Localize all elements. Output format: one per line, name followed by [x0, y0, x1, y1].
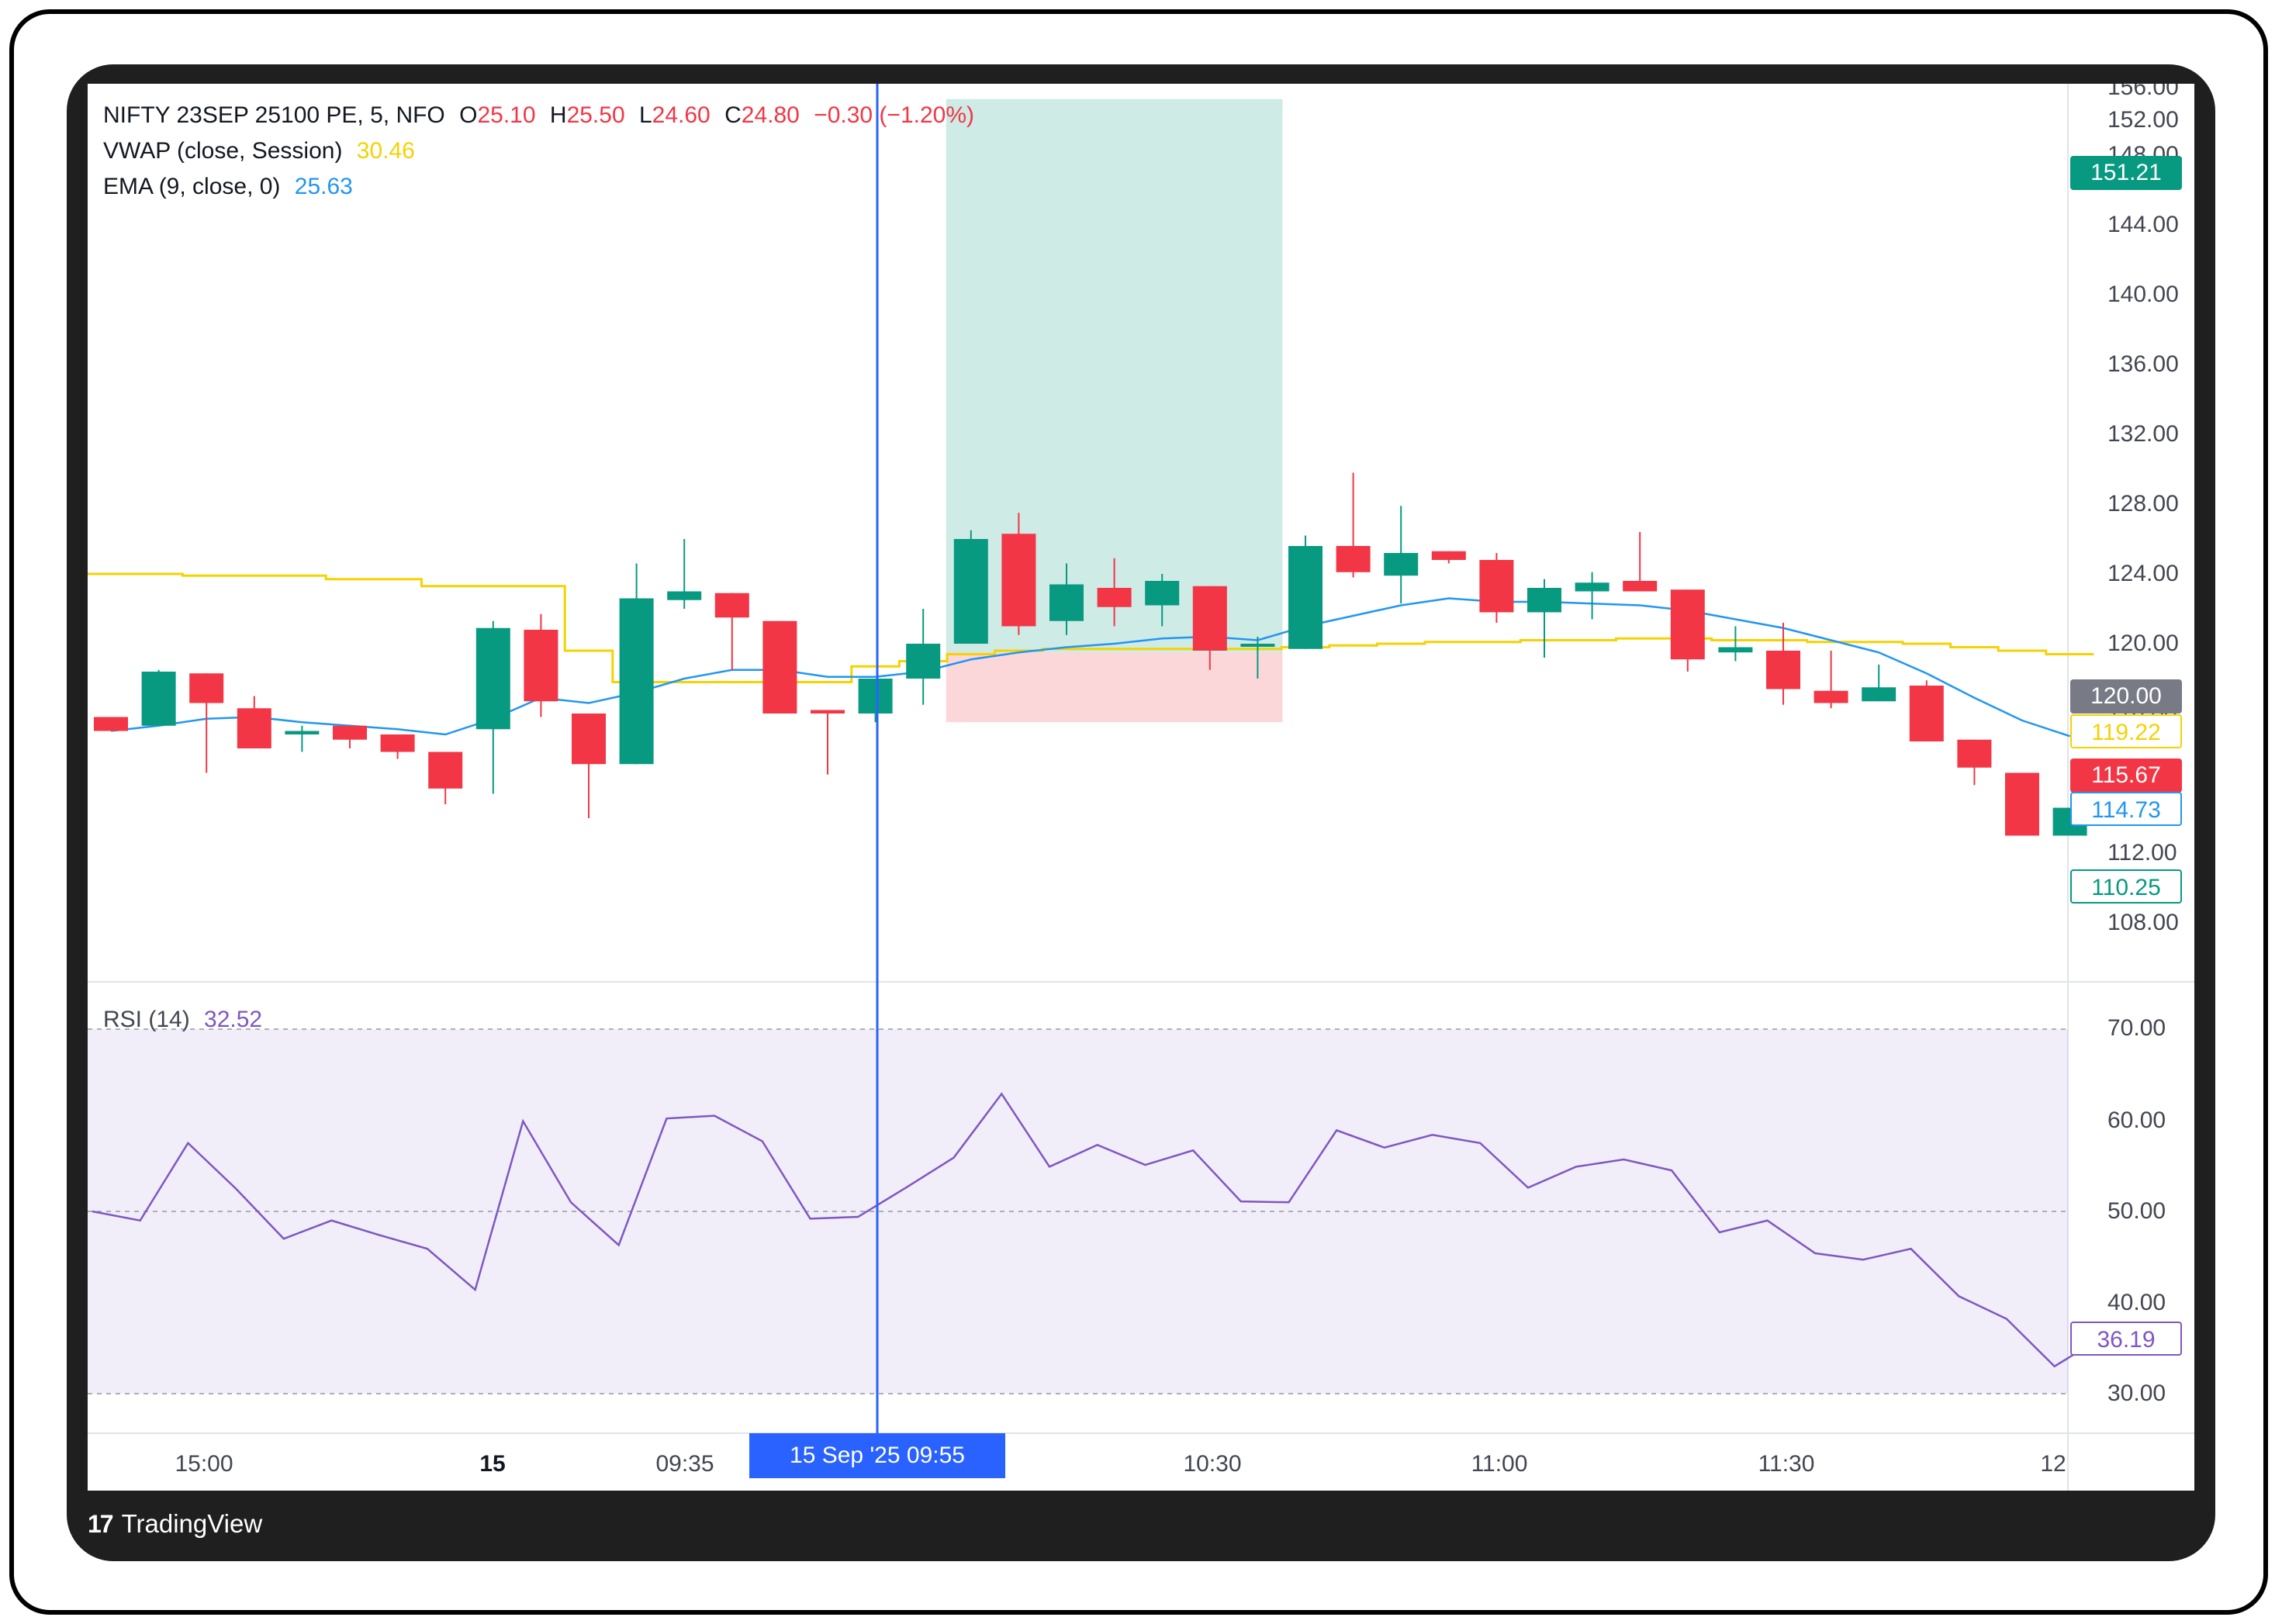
open-label: O25.10 — [459, 102, 536, 128]
candle-body — [1575, 582, 1610, 592]
tradingview-logo-icon: 17 — [88, 1509, 114, 1538]
time-tick: 15:00 — [175, 1451, 233, 1477]
price-tick: 108.00 — [2107, 910, 2179, 935]
candle-body — [1527, 588, 1561, 613]
price-tick: 136.00 — [2107, 351, 2179, 377]
symbol-label: NIFTY 23SEP 25100 PE, 5, NFO — [103, 102, 445, 128]
ema-line — [110, 597, 2070, 738]
candle-body — [1718, 647, 1753, 653]
candle-body — [1766, 651, 1800, 689]
candle-body — [1192, 586, 1227, 651]
candle-body — [475, 627, 510, 730]
ema-value: 25.63 — [294, 174, 353, 199]
candle-body — [1145, 581, 1180, 606]
vwap-label: VWAP (close, Session) — [103, 138, 343, 164]
candle-body — [906, 644, 941, 679]
target-price-tag: 151.21 — [2070, 156, 2182, 190]
candle-body — [380, 734, 415, 752]
rsi-line — [92, 1092, 2104, 1368]
candle-body — [2005, 772, 2039, 836]
rsi-legend[interactable]: RSI (14) 32.52 — [103, 1007, 270, 1033]
time-tick: 11:30 — [1758, 1451, 1815, 1477]
candle-body — [667, 591, 702, 600]
candle-body — [189, 673, 224, 703]
price-tick: 132.00 — [2107, 421, 2179, 447]
ema-price-tag: 114.73 — [2070, 792, 2182, 826]
candle-body — [428, 752, 463, 789]
candle-body — [1813, 690, 1848, 703]
price-tick: 124.00 — [2107, 561, 2179, 586]
rsi-tick: 70.00 — [2107, 1015, 2166, 1041]
high-label: H25.50 — [549, 102, 625, 128]
candle-body — [858, 679, 893, 714]
chart-canvas[interactable] — [88, 84, 2194, 1491]
candle-body — [237, 708, 271, 748]
price-tick: 144.00 — [2107, 212, 2179, 237]
stop-price-tag: 110.25 — [2070, 869, 2182, 904]
vwap-value: 30.46 — [356, 138, 415, 164]
rsi-value: 32.52 — [204, 1007, 263, 1032]
candle-body — [1431, 551, 1466, 560]
close-label: C24.80 — [724, 102, 800, 128]
price-tick: 128.00 — [2107, 491, 2179, 517]
candle-body — [1670, 589, 1705, 660]
candle-body — [619, 598, 654, 765]
candle-body — [1336, 546, 1371, 572]
candle-body — [1479, 560, 1514, 613]
price-tick: 140.00 — [2107, 282, 2179, 307]
candle-body — [1384, 553, 1419, 576]
low-label: L24.60 — [638, 102, 711, 128]
chart-screen[interactable]: NIFTY 23SEP 25100 PE, 5, NFO O25.10 H25.… — [88, 84, 2194, 1491]
candle-body — [1909, 686, 1944, 741]
candle-body — [572, 714, 606, 765]
candle-body — [1623, 581, 1658, 592]
candle-body — [1240, 644, 1275, 647]
candle-body — [285, 731, 320, 734]
time-tick: 09:35 — [655, 1451, 714, 1477]
tradingview-brand[interactable]: 17 TradingView — [88, 1505, 262, 1543]
last-price-tag: 115.67 — [2070, 758, 2182, 793]
vwap-legend[interactable]: VWAP (close, Session) 30.46 — [103, 138, 423, 164]
candle-body — [1097, 588, 1132, 607]
rsi-tick: 30.00 — [2107, 1380, 2166, 1406]
candle-body — [762, 620, 797, 714]
candle-body — [524, 630, 558, 702]
time-tick: 10:30 — [1183, 1451, 1242, 1477]
ema-legend[interactable]: EMA (9, close, 0) 25.63 — [103, 174, 361, 200]
rsi-tick: 50.00 — [2107, 1198, 2166, 1224]
rsi-tick: 40.00 — [2107, 1290, 2166, 1315]
ohlc-legend: NIFTY 23SEP 25100 PE, 5, NFO O25.10 H25.… — [103, 102, 982, 129]
price-tick: 152.00 — [2107, 107, 2179, 133]
cursor-time-tag: 15 Sep '25 09:55 — [749, 1433, 1005, 1478]
vwap-price-tag: 119.22 — [2070, 714, 2182, 748]
time-tick: 12 — [2040, 1451, 2066, 1477]
brand-label: TradingView — [121, 1509, 263, 1538]
price-tick: 120.00 — [2107, 631, 2179, 656]
candle-body — [714, 593, 749, 618]
position-stop-zone — [946, 652, 1283, 723]
price-tick: 156.00 — [2107, 84, 2179, 100]
ema-label: EMA (9, close, 0) — [103, 174, 281, 199]
candle-body — [1288, 546, 1323, 649]
rsi-tick: 60.00 — [2107, 1107, 2166, 1133]
crosshair-price-tag: 120.00 — [2070, 679, 2182, 714]
price-tick: 112.00 — [2107, 840, 2177, 866]
candle-body — [1957, 739, 1992, 768]
candle-body — [94, 717, 128, 731]
candle-body — [141, 672, 176, 726]
candle-body — [953, 539, 988, 644]
candle-body — [811, 710, 845, 714]
candle-body — [1862, 687, 1896, 702]
candle-body — [1049, 584, 1084, 621]
vwap-line — [88, 572, 2094, 683]
rsi-price-tag: 36.19 — [2070, 1322, 2182, 1356]
change-label: −0.30 (−1.20%) — [814, 102, 974, 128]
time-tick: 11:00 — [1471, 1451, 1528, 1477]
candle-body — [333, 725, 367, 740]
rsi-label: RSI (14) — [103, 1007, 190, 1032]
time-tick: 15 — [479, 1451, 506, 1477]
candle-body — [1001, 534, 1036, 627]
